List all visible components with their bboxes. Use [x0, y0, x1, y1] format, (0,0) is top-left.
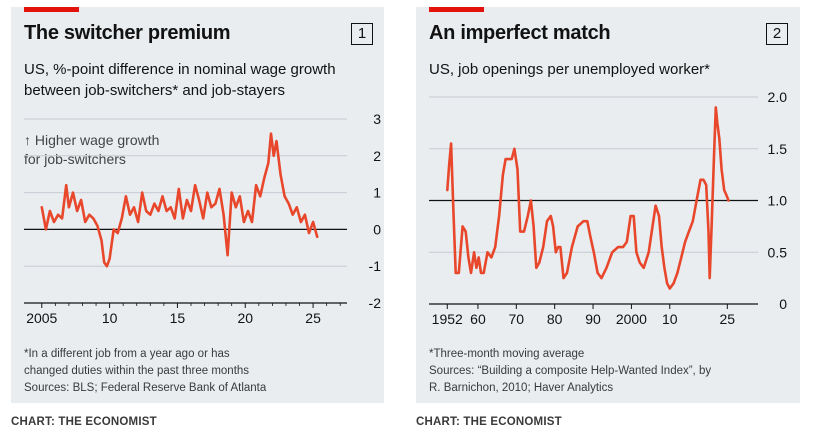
- sources-line: R. Barnichon, 2010; Haver Analytics: [429, 382, 614, 394]
- footnote-line2: Sources: “Building a composite Help-Want…: [429, 365, 712, 377]
- x-tick-label: 2000: [616, 311, 647, 327]
- x-tick-label: 60: [470, 311, 486, 327]
- series-line: [445, 106, 730, 290]
- y-tick-label: 1: [373, 185, 381, 201]
- x-tick-label: 90: [585, 311, 601, 327]
- footnote-line1: *Three-month moving average: [429, 348, 585, 360]
- y-tick-label: 2: [373, 148, 381, 164]
- x-tick-label: 20: [237, 310, 253, 326]
- footnote-line1: *In a different job from a year ago or h…: [24, 348, 230, 360]
- series-line: [40, 132, 319, 268]
- y-tick-label: 0.5: [768, 244, 788, 260]
- x-tick-label: 2005: [26, 310, 57, 326]
- x-tick-label: 15: [170, 310, 186, 326]
- chart-number-badge: 2: [766, 23, 788, 45]
- chart-title: An imperfect match: [429, 22, 611, 44]
- red-tag: [24, 7, 79, 12]
- chart-subtitle: US, job openings per unemployed worker*: [429, 61, 710, 78]
- x-tick-label: 80: [547, 311, 563, 327]
- chart-panel-imperfect-match: An imperfect match 2 US, job openings pe…: [416, 7, 800, 403]
- y-tick-label: 2.0: [768, 89, 788, 105]
- footnote-line2: changed duties within the past three mon…: [24, 365, 250, 377]
- chart-subtitle-line1: US, %-point difference in nominal wage g…: [24, 61, 336, 78]
- y-tick-label: 1.5: [768, 141, 788, 157]
- switcher-premium-chart: ↑ Higher wage growth for job-switchers 3…: [24, 111, 382, 326]
- x-tick-label: 70: [509, 311, 525, 327]
- chart-panel-switcher-premium: The switcher premium 1 US, %-point diffe…: [11, 7, 384, 403]
- x-tick-label: 10: [102, 310, 118, 326]
- y-tick-label: 0: [373, 221, 381, 237]
- red-tag: [429, 7, 484, 12]
- chart-credit-2: CHART: THE ECONOMIST: [416, 416, 562, 428]
- x-tick-label: 25: [305, 310, 321, 326]
- y-tick-label: -1: [369, 258, 382, 274]
- y-tick-label: -2: [369, 295, 382, 311]
- y-tick-label: 1.0: [768, 193, 788, 209]
- y-tick-label: 3: [373, 111, 381, 127]
- annotation-line2: for job-switchers: [24, 151, 126, 167]
- chart-subtitle-line2: between job-switchers* and job-stayers: [24, 82, 285, 99]
- x-tick-label: 25: [720, 311, 736, 327]
- annotation-line1: ↑ Higher wage growth: [24, 132, 159, 148]
- chart-credit-1: CHART: THE ECONOMIST: [11, 416, 157, 428]
- x-tick-label: 10: [662, 311, 678, 327]
- chart-title: The switcher premium: [24, 22, 231, 44]
- y-tick-label: 0: [779, 296, 787, 312]
- chart-number-badge: 1: [351, 23, 373, 45]
- openings-per-unemployed-chart: 2.0 1.5 1.0 0.5 0 1952 60 70 80 90 2000 10 25: [429, 89, 788, 327]
- x-tick-label: 1952: [432, 311, 463, 327]
- sources-line: Sources: BLS; Federal Reserve Bank of At…: [24, 382, 267, 394]
